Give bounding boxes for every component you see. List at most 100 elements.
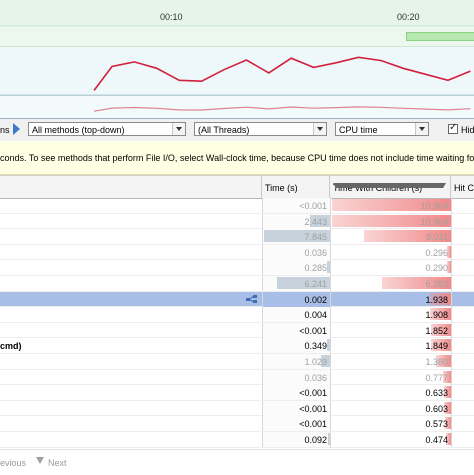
time-value: <0.001: [299, 419, 327, 429]
table-row[interactable]: 0.002 1.938: [0, 292, 474, 308]
next-link[interactable]: Next: [48, 458, 67, 468]
hit-count-cell: [451, 307, 474, 322]
time-value: <0.001: [299, 388, 327, 398]
column-header-hit[interactable]: Hit Co: [451, 176, 474, 198]
time-with-children-cell: 0.474: [330, 432, 451, 447]
methods-select-value: All methods (top-down): [32, 125, 125, 135]
time-with-children-value: 1.849: [425, 341, 448, 351]
hit-count-cell: [451, 354, 474, 369]
time-with-children-value: 0.573: [425, 419, 448, 429]
chevron-down-icon[interactable]: [313, 123, 326, 135]
time-cell: 6.241: [262, 276, 330, 291]
time-cell: <0.001: [262, 323, 330, 338]
hit-count-cell: [451, 198, 474, 213]
info-banner-text: conds. To see methods that perform File …: [0, 153, 474, 163]
time-with-children-value: 1.908: [425, 310, 448, 320]
hit-count-cell: [451, 229, 474, 244]
hide-checkbox[interactable]: [448, 124, 458, 134]
time-cell: 0.004: [262, 307, 330, 322]
time-with-children-value: 1.938: [425, 295, 448, 305]
hit-count-cell: [451, 338, 474, 353]
time-with-children-value: 8.011: [426, 232, 448, 242]
time-value: 0.285: [304, 263, 327, 273]
table-row[interactable]: <0.001 0.633: [0, 385, 474, 401]
time-value: <0.001: [299, 201, 327, 211]
time-value: 7.845: [304, 232, 327, 242]
methods-select[interactable]: All methods (top-down): [28, 122, 186, 136]
time-with-children-value: 0.603: [425, 404, 448, 414]
time-value: 6.241: [304, 279, 327, 289]
time-cell: <0.001: [262, 416, 330, 431]
time-cell: 1.029: [262, 354, 330, 369]
time-with-children-value: 0.633: [425, 388, 448, 398]
hit-count-cell: [451, 401, 474, 416]
time-with-children-value: 0.296: [425, 248, 448, 258]
time-value: 0.349: [304, 341, 327, 351]
time-mode-select[interactable]: CPU time: [335, 122, 429, 136]
time-with-children-cell: 6.283: [330, 276, 451, 291]
timeline-graph-svg: [0, 0, 474, 118]
time-with-children-cell: 1.938: [330, 292, 451, 307]
time-cell: 0.036: [262, 245, 330, 260]
table-row[interactable]: 7.845 8.011: [0, 229, 474, 245]
time-cell: <0.001: [262, 198, 330, 213]
arrow-down-icon[interactable]: [36, 457, 44, 464]
time-value: <0.001: [299, 326, 327, 336]
profiler-toolbar: ns All methods (top-down) (All Threads) …: [0, 118, 474, 142]
sort-descending-icon: [333, 183, 446, 188]
column-header-twc[interactable]: Time With Children (s): [330, 176, 451, 198]
time-cell: 0.002: [262, 292, 330, 307]
navigation-bar: evious Next: [0, 449, 474, 475]
time-with-children-cell: 1.852: [330, 323, 451, 338]
column-header-time[interactable]: Time (s): [262, 176, 330, 198]
timeline-panel[interactable]: 00:10 00:20: [0, 0, 474, 118]
column-header-name[interactable]: [0, 176, 262, 198]
chevron-down-icon[interactable]: [172, 123, 185, 135]
time-cell: 0.092: [262, 432, 330, 447]
hit-count-cell: [451, 370, 474, 385]
time-with-children-cell: 0.573: [330, 416, 451, 431]
time-with-children-value: 0.777: [425, 373, 448, 383]
threads-select[interactable]: (All Threads): [194, 122, 327, 136]
time-with-children-cell: 10.904: [330, 198, 451, 213]
table-row[interactable]: 0.004 1.908: [0, 307, 474, 323]
column-header-time-label: Time (s): [265, 183, 298, 193]
call-tree-icon[interactable]: [246, 295, 258, 303]
chevron-down-icon[interactable]: [415, 123, 428, 135]
table-header: Time (s) Time With Children (s) Hit Co: [0, 175, 474, 199]
hit-count-cell: [451, 385, 474, 400]
table-row[interactable]: 0.036 0.296: [0, 245, 474, 261]
cpu-series-line: [94, 57, 470, 90]
time-cell: 0.285: [262, 260, 330, 275]
threads-select-value: (All Threads): [198, 125, 249, 135]
table-row[interactable]: <0.001 0.573: [0, 416, 474, 432]
chevron-right-icon[interactable]: [13, 123, 20, 135]
alloc-series-line: [94, 107, 470, 111]
hide-checkbox-label: Hid: [461, 125, 474, 135]
time-with-children-cell: 0.777: [330, 370, 451, 385]
toolbar-label: ns: [0, 125, 10, 135]
previous-link[interactable]: evious: [0, 458, 26, 468]
time-with-children-cell: 10.904: [330, 214, 451, 229]
time-with-children-value: 1.852: [425, 326, 448, 336]
table-row[interactable]: <0.001 1.852: [0, 323, 474, 339]
table-row[interactable]: 0.036 0.777: [0, 370, 474, 386]
time-with-children-cell: 1.908: [330, 307, 451, 322]
time-cell: 0.349: [262, 338, 330, 353]
time-cell: 0.036: [262, 370, 330, 385]
time-cell: 2.443: [262, 214, 330, 229]
time-with-children-cell: 1.380: [330, 354, 451, 369]
info-banner: conds. To see methods that perform File …: [0, 141, 474, 175]
time-value: 0.004: [304, 310, 327, 320]
time-cell: 7.845: [262, 229, 330, 244]
time-value: 0.036: [304, 373, 327, 383]
hit-count-cell: [451, 260, 474, 275]
